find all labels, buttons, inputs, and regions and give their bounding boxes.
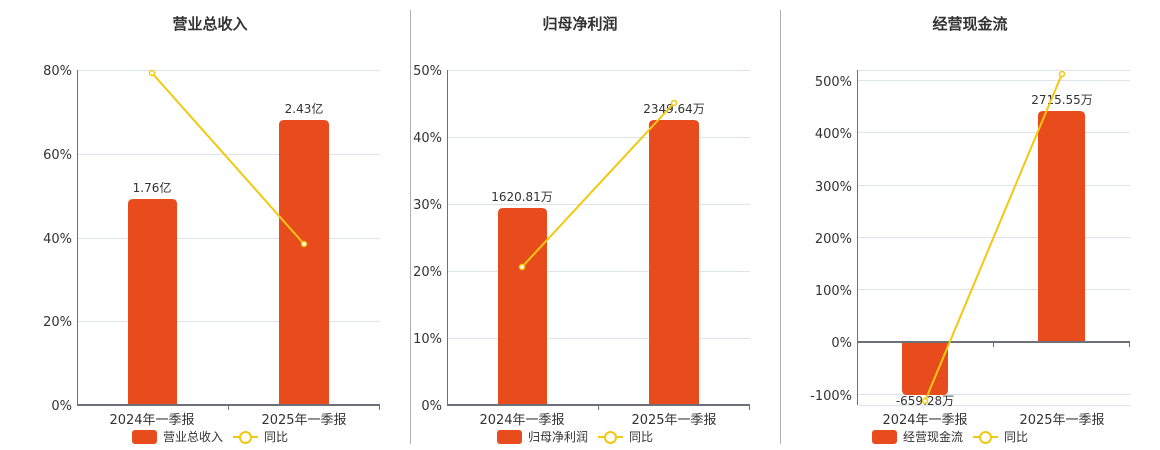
y-tick: 200% <box>815 232 852 247</box>
x-tick: 2025年一季报 <box>261 413 346 428</box>
yoy-point[interactable] <box>300 240 308 248</box>
y-axis-labels: 80% 60% 40% 20% 0% <box>43 64 72 414</box>
y-tick: 500% <box>815 75 852 90</box>
legend-bar-label[interactable]: 归母净利润 <box>527 430 588 444</box>
bar-2024[interactable] <box>128 199 177 405</box>
y-tick: 10% <box>413 332 442 347</box>
yoy-point[interactable] <box>1058 70 1066 78</box>
chart-plot: 80% 60% 40% 20% 0% 1.76亿 2.43亿 2024年一季报 … <box>43 64 380 428</box>
grid-lines <box>77 70 380 322</box>
y-tick: 0% <box>831 336 852 351</box>
y-tick: 100% <box>815 284 852 299</box>
chart-title: 归母净利润 <box>542 15 618 33</box>
legend-bar-label[interactable]: 经营现金流 <box>902 430 963 444</box>
chart-title: 经营现金流 <box>932 15 1008 33</box>
panel-divider <box>410 10 411 444</box>
bar-2025[interactable] <box>1038 111 1085 342</box>
y-tick: 20% <box>43 315 72 330</box>
y-tick: 0% <box>51 399 72 414</box>
chart-panel-net-profit: 归母净利润 50% 40% 30% 20% 10% 0% 1620.81万 23… <box>390 0 780 450</box>
bar-2025[interactable] <box>649 120 699 405</box>
y-tick: 300% <box>815 180 852 195</box>
legend-line-swatch[interactable] <box>598 430 623 444</box>
x-tick: 2024年一季报 <box>109 413 194 428</box>
bar-value-label: 1.76亿 <box>133 180 172 195</box>
yoy-line <box>151 72 305 245</box>
bar-value-label: 2349.64万 <box>643 102 705 116</box>
x-tick: 2025年一季报 <box>631 413 716 428</box>
legend: 经营现金流 同比 <box>760 428 1140 445</box>
y-tick: 80% <box>43 64 72 79</box>
chart-panel-revenue: 营业总收入 80% 60% 40% 20% 0% 1.76亿 2.43亿 <box>0 0 400 450</box>
legend-bar-label[interactable]: 营业总收入 <box>162 430 223 444</box>
y-tick: 20% <box>413 265 442 280</box>
legend-line-label[interactable]: 同比 <box>264 430 289 444</box>
chart-panel-operating-cash-flow: 经营现金流 500% 400% 300% 200% 100% 0% -100% <box>780 0 1160 450</box>
legend: 营业总收入 同比 <box>10 428 410 445</box>
legend-bar-swatch[interactable] <box>131 429 157 444</box>
panel-divider <box>780 10 781 444</box>
x-tick: 2025年一季报 <box>1019 413 1104 428</box>
x-tick: 2024年一季报 <box>882 413 967 428</box>
x-tick: 2024年一季报 <box>479 413 564 428</box>
chart-plot: 500% 400% 300% 200% 100% 0% -100% -659.2… <box>810 70 1130 428</box>
bar-2024[interactable] <box>902 342 948 395</box>
y-tick: 0% <box>421 399 442 414</box>
chart-plot: 50% 40% 30% 20% 10% 0% 1620.81万 2349.64万… <box>413 64 750 428</box>
y-tick: 400% <box>815 127 852 142</box>
bar-2024[interactable] <box>498 208 547 405</box>
yoy-line <box>924 73 1063 402</box>
chart-title: 营业总收入 <box>172 15 248 33</box>
legend-line-label[interactable]: 同比 <box>629 430 654 444</box>
y-tick: 40% <box>43 232 72 247</box>
yoy-point[interactable] <box>670 99 678 107</box>
yoy-point[interactable] <box>518 263 526 271</box>
y-tick: 50% <box>413 64 442 79</box>
bar-value-label: 1620.81万 <box>491 190 553 204</box>
legend-line-swatch[interactable] <box>233 430 258 444</box>
bar-2025[interactable] <box>279 120 329 405</box>
legend-bar-swatch[interactable] <box>871 429 897 444</box>
yoy-point[interactable] <box>921 397 929 405</box>
legend: 归母净利润 同比 <box>380 428 770 445</box>
yoy-line <box>521 102 675 268</box>
legend-line-swatch[interactable] <box>973 430 998 444</box>
y-tick: 30% <box>413 198 442 213</box>
legend-line-label[interactable]: 同比 <box>1004 430 1029 444</box>
bar-value-label: 2.43亿 <box>285 101 324 116</box>
y-tick: 60% <box>43 148 72 163</box>
yoy-point[interactable] <box>148 69 156 77</box>
y-tick: -100% <box>810 389 852 404</box>
bar-value-label: 2715.55万 <box>1031 93 1093 107</box>
legend-bar-swatch[interactable] <box>496 429 522 444</box>
y-tick: 40% <box>413 131 442 146</box>
